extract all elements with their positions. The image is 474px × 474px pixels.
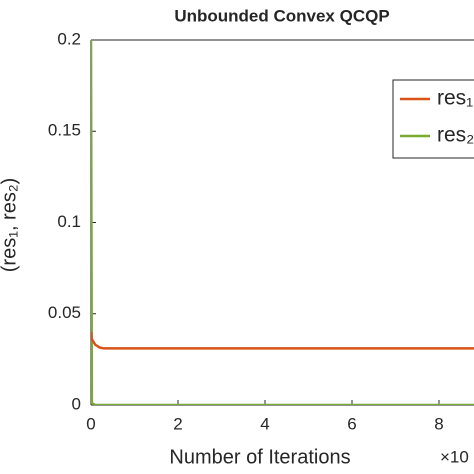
series-line: [91, 40, 474, 405]
y-tick-label: 0.2: [57, 29, 81, 48]
chart-title: Unbounded Convex QCQP: [174, 6, 389, 25]
y-tick-label: 0.15: [48, 121, 81, 140]
x-axis-label: Number of Iterations: [169, 446, 350, 468]
x-tick-label: 0: [86, 414, 95, 433]
legend-label: res₁: [437, 87, 473, 110]
series-line: [91, 331, 474, 350]
legend-label: res₂: [437, 124, 474, 147]
plot-lines: [91, 40, 474, 405]
y-tick-label: 0.05: [48, 303, 81, 322]
y-tick-label: 0: [72, 394, 81, 413]
legend-box: [392, 79, 474, 159]
x-tick-label: 2: [173, 414, 182, 433]
y-axis-label: (res₁, res₂): [0, 178, 20, 273]
x-tick-label: 4: [260, 414, 269, 433]
x-multiplier: ×10: [440, 447, 469, 466]
y-tick-label: 0.1: [57, 212, 81, 231]
x-tick-label: 8: [434, 414, 443, 433]
x-tick-label: 6: [347, 414, 356, 433]
